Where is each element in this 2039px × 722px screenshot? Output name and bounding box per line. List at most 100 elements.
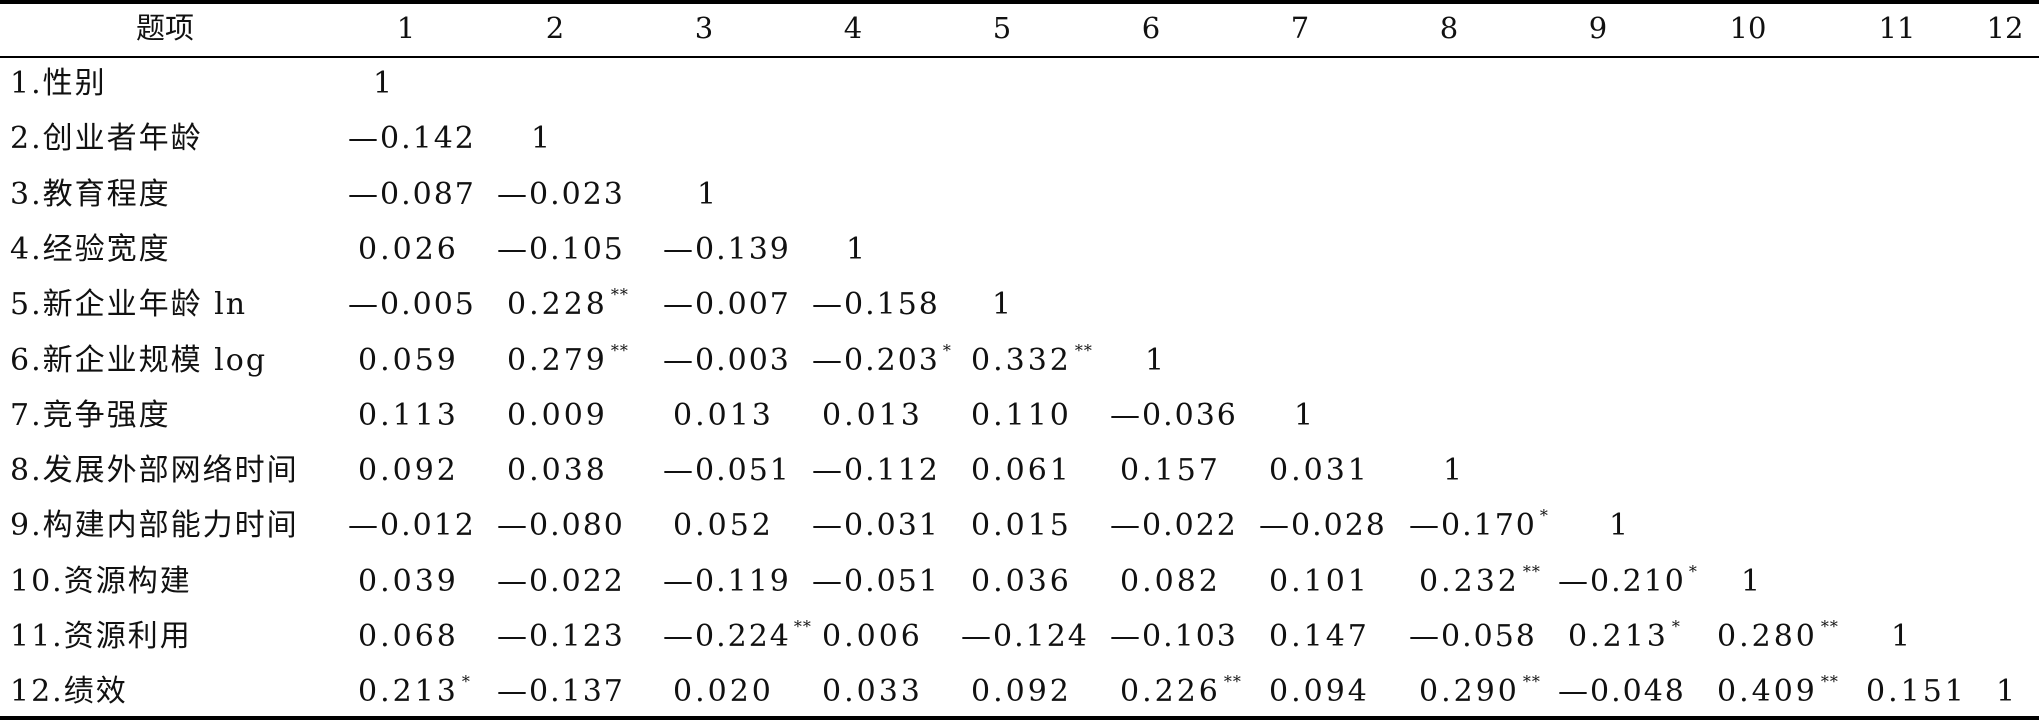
- cell-value: 0.332: [971, 343, 1072, 378]
- table-cell: 0.009: [507, 396, 608, 436]
- table-cell: —0.003: [663, 341, 791, 381]
- table-cell: 0.006: [822, 617, 923, 657]
- table-cell: 0.026: [358, 230, 459, 270]
- table-cell: 1: [1145, 341, 1167, 381]
- cell-value: —0.007: [663, 287, 791, 322]
- table-cell: —0.048: [1558, 672, 1686, 712]
- cell-value: 0.213: [358, 674, 459, 709]
- column-header-3: 3: [694, 11, 714, 45]
- table-cell: 0.332 **: [971, 341, 1093, 381]
- column-header-11: 11: [1878, 11, 1916, 45]
- table-cell: 0.020: [673, 672, 774, 712]
- cell-value: —0.023: [497, 177, 625, 212]
- cell-value: 0.036: [971, 564, 1072, 599]
- table-cell: —0.119: [663, 562, 791, 602]
- cell-value: 0.006: [822, 619, 923, 654]
- cell-value: —0.003: [663, 343, 791, 378]
- cell-value: 0.009: [507, 398, 608, 433]
- table-cell: —0.203 *: [812, 341, 952, 381]
- cell-value: —0.031: [812, 508, 940, 543]
- table-top-rule: [0, 0, 2039, 4]
- cell-value: 0.213: [1568, 619, 1669, 654]
- cell-value: —0.048: [1558, 674, 1686, 709]
- table-cell: —0.023: [497, 175, 625, 215]
- row-label: 2.创业者年龄: [10, 121, 203, 156]
- cell-value: 0.151: [1866, 674, 1967, 709]
- cell-value: 0.038: [507, 453, 608, 488]
- significance-marker: *: [942, 341, 952, 360]
- significance-marker: **: [793, 617, 812, 636]
- cell-value: —0.105: [497, 232, 625, 267]
- cell-value: —0.170: [1409, 508, 1537, 543]
- table-cell: —0.036: [1110, 396, 1238, 436]
- cell-value: —0.051: [663, 453, 791, 488]
- cell-value: 1: [1996, 674, 2019, 709]
- table-cell: 0.092: [971, 672, 1072, 712]
- cell-value: 0.052: [673, 508, 774, 543]
- significance-marker: **: [1074, 341, 1093, 360]
- cell-value: —0.112: [812, 453, 940, 488]
- column-header-1: 1: [396, 11, 416, 45]
- significance-marker: **: [1820, 617, 1839, 636]
- column-header-6: 6: [1141, 11, 1161, 45]
- row-label: 9.构建内部能力时间: [10, 508, 299, 543]
- row-label: 1.性别: [10, 66, 107, 101]
- cell-value: —0.210: [1558, 564, 1686, 599]
- table-cell: —0.051: [812, 562, 940, 602]
- table-cell: —0.224 **: [663, 617, 812, 657]
- significance-marker: **: [610, 341, 629, 360]
- cell-value: —0.119: [663, 564, 791, 599]
- row-label: 6.新企业规模 log: [10, 343, 268, 378]
- cell-value: —0.203: [812, 343, 940, 378]
- cell-value: —0.022: [497, 564, 625, 599]
- column-header-2: 2: [545, 11, 565, 45]
- cell-value: —0.005: [348, 287, 476, 322]
- cell-value: 1: [373, 66, 396, 101]
- table-cell: 0.059: [358, 341, 459, 381]
- table-bottom-rule: [0, 716, 2039, 720]
- cell-value: —0.123: [497, 619, 625, 654]
- table-header-rule: [0, 56, 2039, 58]
- table-cell: —0.080: [497, 506, 625, 546]
- cell-value: —0.012: [348, 508, 476, 543]
- cell-value: 0.082: [1120, 564, 1221, 599]
- table-cell: 0.157: [1120, 451, 1221, 491]
- cell-value: 1: [531, 121, 554, 156]
- cell-value: 1: [1609, 508, 1632, 543]
- cell-value: 1: [992, 287, 1015, 322]
- table-cell: 0.036: [971, 562, 1072, 602]
- table-cell: 0.279 **: [507, 341, 629, 381]
- column-header-10: 10: [1729, 11, 1767, 45]
- cell-value: 1: [1891, 619, 1914, 654]
- significance-marker: **: [610, 285, 629, 304]
- table-cell: —0.210 *: [1558, 562, 1698, 602]
- cell-value: —0.103: [1110, 619, 1238, 654]
- table-cell: —0.012: [348, 506, 476, 546]
- column-header-4: 4: [843, 11, 863, 45]
- column-header-9: 9: [1588, 11, 1608, 45]
- cell-value: 0.228: [507, 287, 608, 322]
- table-cell: —0.051: [663, 451, 791, 491]
- table-cell: 0.013: [673, 396, 774, 436]
- table-cell: 1: [1609, 506, 1631, 546]
- significance-marker: *: [1688, 562, 1698, 581]
- cell-value: 0.094: [1269, 674, 1370, 709]
- table-cell: 0.033: [822, 672, 923, 712]
- cell-value: 1: [1294, 398, 1317, 433]
- table-cell: 1: [992, 285, 1014, 325]
- cell-value: 0.039: [358, 564, 459, 599]
- table-cell: 0.082: [1120, 562, 1221, 602]
- table-cell: 0.092: [358, 451, 459, 491]
- cell-value: 0.061: [971, 453, 1072, 488]
- table-cell: 0.015: [971, 506, 1072, 546]
- cell-value: 0.092: [358, 453, 459, 488]
- cell-value: 0.110: [971, 398, 1072, 433]
- table-cell: —0.124: [961, 617, 1089, 657]
- cell-value: —0.158: [812, 287, 940, 322]
- row-label: 4.经验宽度: [10, 232, 171, 267]
- cell-value: —0.224: [663, 619, 791, 654]
- cell-value: —0.058: [1409, 619, 1537, 654]
- column-header-7: 7: [1290, 11, 1310, 45]
- cell-value: —0.124: [961, 619, 1089, 654]
- table-cell: 0.226 **: [1120, 672, 1242, 712]
